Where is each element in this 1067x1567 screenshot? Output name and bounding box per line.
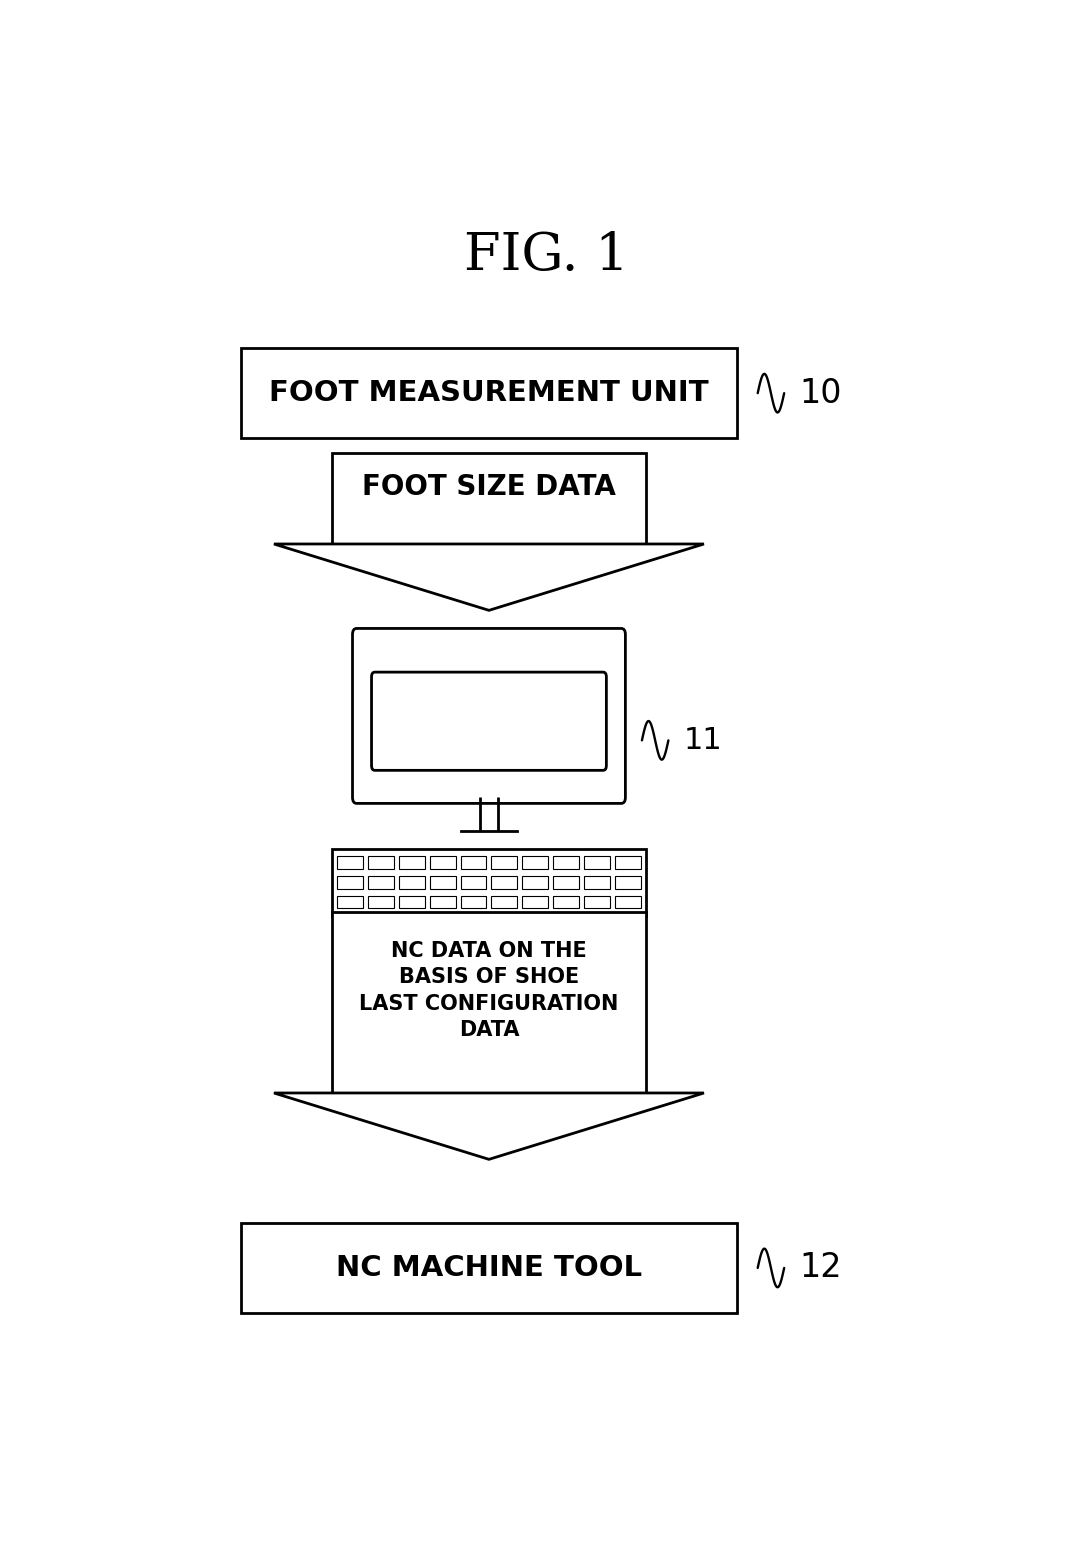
Bar bbox=[616, 896, 641, 909]
Bar bbox=[399, 876, 425, 888]
Text: 11: 11 bbox=[683, 726, 722, 755]
Bar bbox=[523, 876, 548, 888]
Bar bbox=[430, 876, 456, 888]
Text: FOOT SIZE DATA: FOOT SIZE DATA bbox=[362, 473, 616, 501]
Bar bbox=[241, 1222, 737, 1313]
Bar bbox=[554, 857, 579, 870]
Bar bbox=[368, 896, 394, 909]
Text: NC DATA ON THE
BASIS OF SHOE
LAST CONFIGURATION
DATA: NC DATA ON THE BASIS OF SHOE LAST CONFIG… bbox=[360, 940, 619, 1040]
Bar bbox=[368, 857, 394, 870]
Bar bbox=[332, 453, 647, 544]
Bar bbox=[337, 876, 363, 888]
Bar bbox=[332, 912, 647, 1094]
Bar bbox=[523, 896, 548, 909]
Text: FIG. 1: FIG. 1 bbox=[464, 230, 630, 280]
Bar bbox=[616, 876, 641, 888]
Bar bbox=[337, 857, 363, 870]
Text: 12: 12 bbox=[799, 1252, 842, 1285]
Bar bbox=[492, 857, 517, 870]
Bar bbox=[585, 876, 610, 888]
Bar bbox=[461, 876, 487, 888]
Bar bbox=[616, 857, 641, 870]
Polygon shape bbox=[274, 1094, 704, 1160]
Bar bbox=[585, 857, 610, 870]
Polygon shape bbox=[274, 544, 704, 610]
FancyBboxPatch shape bbox=[371, 672, 606, 771]
Bar bbox=[461, 896, 487, 909]
Bar bbox=[368, 876, 394, 888]
Bar bbox=[554, 876, 579, 888]
Text: NC MACHINE TOOL: NC MACHINE TOOL bbox=[336, 1254, 642, 1282]
Bar bbox=[461, 857, 487, 870]
Text: 10: 10 bbox=[799, 376, 842, 409]
Bar bbox=[492, 876, 517, 888]
Bar bbox=[399, 896, 425, 909]
Bar bbox=[241, 348, 737, 439]
FancyBboxPatch shape bbox=[352, 628, 625, 804]
Text: FOOT MEASUREMENT UNIT: FOOT MEASUREMENT UNIT bbox=[269, 379, 708, 407]
Bar bbox=[430, 857, 456, 870]
Bar bbox=[492, 896, 517, 909]
Bar bbox=[430, 896, 456, 909]
Bar bbox=[399, 857, 425, 870]
Bar bbox=[554, 896, 579, 909]
Bar bbox=[337, 896, 363, 909]
Bar bbox=[523, 857, 548, 870]
Bar bbox=[585, 896, 610, 909]
Bar bbox=[332, 849, 647, 915]
